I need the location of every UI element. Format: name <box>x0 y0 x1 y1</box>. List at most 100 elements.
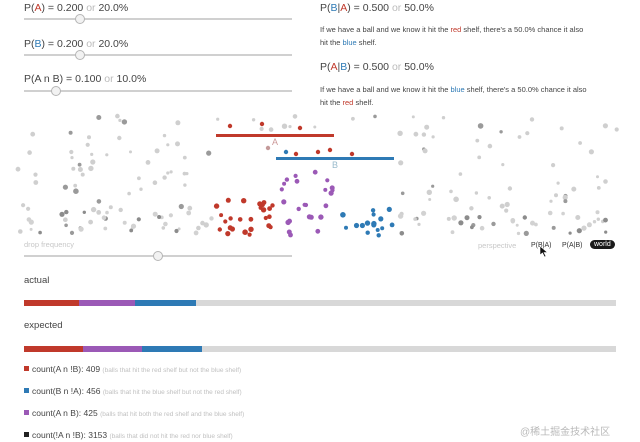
ball <box>293 173 298 178</box>
legend-b-not-a: count(B n !A): 456 (balls that hit the b… <box>24 386 242 396</box>
ball <box>313 125 317 129</box>
ball <box>559 126 564 131</box>
p-b-label: P(B) = 0.200 or 20.0% <box>24 38 129 50</box>
ball <box>73 188 79 194</box>
ball <box>475 138 480 143</box>
ball <box>487 143 493 149</box>
ball <box>294 178 300 184</box>
ball <box>522 215 527 220</box>
ball <box>186 210 192 216</box>
ball <box>359 222 365 229</box>
ball <box>88 219 93 225</box>
ball <box>474 191 479 195</box>
ball <box>248 216 254 222</box>
ball <box>449 189 453 194</box>
slider-thumb[interactable] <box>75 14 86 24</box>
ball <box>504 208 509 213</box>
p-b-given-a-title: P(B|A) = 0.500 or 50.0% <box>320 2 434 14</box>
ball <box>551 225 556 230</box>
p-a-slider[interactable] <box>24 14 292 24</box>
ball <box>603 217 608 223</box>
slider-thumb[interactable] <box>153 251 163 261</box>
ball <box>216 117 220 121</box>
p-ab-slider[interactable] <box>24 86 292 96</box>
ball <box>64 223 68 228</box>
ball <box>376 233 381 238</box>
ball <box>499 130 503 134</box>
ball <box>117 135 122 141</box>
perspective-option-world[interactable]: world <box>590 240 615 249</box>
ball <box>281 199 287 205</box>
ball <box>223 219 228 224</box>
ball <box>260 202 265 208</box>
perspective-option-b-given-a[interactable]: P(B|A) <box>531 242 552 249</box>
ball <box>389 222 395 228</box>
ball <box>161 226 166 230</box>
ball <box>604 230 608 234</box>
ball <box>80 172 85 177</box>
ball <box>127 191 131 196</box>
ball <box>288 125 292 129</box>
ball <box>30 131 36 137</box>
ball <box>458 220 464 226</box>
ball <box>162 175 167 180</box>
ball <box>71 166 76 171</box>
ball <box>551 163 556 168</box>
ball <box>267 206 272 211</box>
slider-thumb[interactable] <box>51 86 62 96</box>
ball <box>139 187 143 191</box>
ball <box>296 206 301 212</box>
p-a-given-b-title: P(A|B) = 0.500 or 50.0% <box>320 61 434 73</box>
ball <box>450 230 455 235</box>
ball <box>130 223 137 229</box>
ball <box>182 171 187 176</box>
ball <box>121 119 128 125</box>
ball <box>578 141 582 145</box>
ball <box>581 225 587 231</box>
ball <box>397 213 404 219</box>
ball <box>68 130 73 135</box>
ball <box>242 229 248 235</box>
drop-frequency-slider[interactable] <box>24 251 292 261</box>
ball <box>323 203 329 209</box>
ball <box>499 203 505 209</box>
expected-label: expected <box>24 320 63 331</box>
ball <box>145 160 151 165</box>
ball <box>129 228 134 233</box>
ball <box>227 225 233 231</box>
ball <box>152 180 158 185</box>
ball <box>596 175 599 179</box>
legend-swatch <box>24 410 29 416</box>
p-b-slider[interactable] <box>24 50 292 60</box>
shelf-b-label: B <box>332 160 338 170</box>
watermark: @稀土掘金技术社区 <box>520 427 611 438</box>
ball <box>259 121 265 127</box>
expected-bar <box>24 346 616 352</box>
ball <box>325 178 330 183</box>
ball <box>18 229 23 234</box>
ball <box>479 225 485 231</box>
ball <box>166 143 170 147</box>
ball <box>183 183 187 187</box>
ball <box>33 180 39 185</box>
ball <box>29 227 33 231</box>
ball <box>378 216 384 222</box>
p-ab-label: P(A n B) = 0.100 or 10.0% <box>24 73 147 85</box>
ball <box>428 198 432 201</box>
ball <box>27 150 32 155</box>
ball <box>602 123 609 129</box>
ball <box>413 131 419 137</box>
ball <box>386 206 392 212</box>
legend-swatch <box>24 388 29 394</box>
perspective-option-a-given-b[interactable]: P(A|B) <box>562 242 583 249</box>
ball <box>163 221 168 227</box>
ball <box>70 156 74 160</box>
slider-track <box>24 54 292 56</box>
ball <box>241 198 247 204</box>
slider-thumb[interactable] <box>75 50 86 60</box>
p-b-given-a-description: If we have a ball and we know it hit the… <box>320 25 584 47</box>
ball <box>398 160 404 166</box>
ball <box>26 217 32 222</box>
ball <box>351 116 355 121</box>
ball <box>115 113 120 119</box>
